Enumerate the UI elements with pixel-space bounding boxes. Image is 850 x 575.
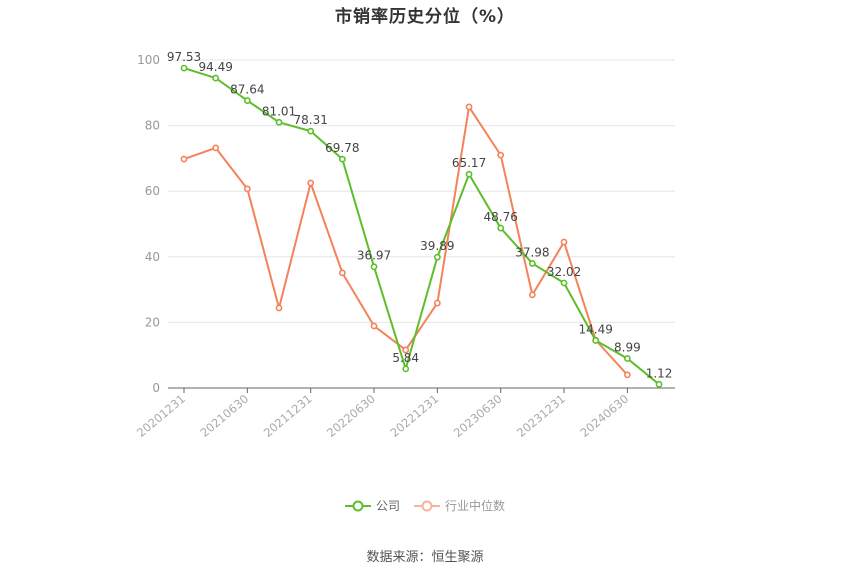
legend-item-company[interactable]: 公司 (344, 497, 400, 514)
x-tick-label: 20230630 (451, 392, 505, 440)
data-label: 8.99 (614, 341, 641, 355)
industry-median-point[interactable] (402, 346, 410, 354)
x-tick-label: 20210630 (197, 392, 251, 440)
y-tick-label: 20 (145, 315, 160, 329)
company-line (183, 67, 660, 386)
chart-title: 市销率历史分位（%） (334, 7, 516, 27)
company-point[interactable] (338, 155, 346, 163)
y-tick-label: 0 (152, 381, 160, 395)
data-label: 87.64 (230, 83, 264, 97)
x-tick-label: 20220630 (324, 392, 378, 440)
company-point[interactable] (243, 97, 251, 104)
company-point[interactable] (275, 118, 283, 126)
industry-median-point[interactable] (528, 291, 536, 299)
x-tick-label: 20211231 (261, 392, 315, 440)
industry-median-point[interactable] (497, 151, 505, 159)
data-label: 97.53 (167, 50, 201, 64)
company-point[interactable] (180, 64, 188, 72)
data-label: 39.89 (420, 239, 454, 253)
company-point[interactable] (497, 224, 505, 232)
legend-label-company: 公司 (375, 499, 400, 513)
data-label: 94.49 (198, 60, 232, 74)
company-point[interactable] (402, 365, 410, 373)
data-label: 36.97 (357, 249, 391, 263)
company-point[interactable] (560, 279, 568, 287)
y-tick-label: 100 (137, 53, 160, 67)
x-tick-label: 20240630 (577, 392, 631, 440)
legend-item-industry-median[interactable]: 行业中位数 (414, 497, 505, 514)
industry-median-point[interactable] (243, 185, 251, 193)
data-label: 14.49 (579, 322, 613, 336)
legend-label-industry-median: 行业中位数 (445, 499, 506, 513)
industry-median-point[interactable] (560, 238, 568, 246)
industry-median-point[interactable] (212, 144, 220, 152)
company-point[interactable] (592, 337, 600, 344)
industry-median-point[interactable] (433, 299, 441, 307)
y-tick-label: 60 (145, 184, 160, 198)
x-axis: 20201231 20210630 20211231 20220630 20221231… (134, 387, 675, 440)
industry-median-point[interactable] (370, 322, 378, 330)
industry-median-point[interactable] (180, 155, 188, 163)
series-group (180, 64, 663, 388)
y-tick-label: 80 (145, 119, 160, 133)
company-point[interactable] (623, 355, 631, 362)
x-tick-label: 20221231 (387, 392, 441, 440)
industry-median-point[interactable] (275, 304, 283, 312)
company-point[interactable] (433, 253, 441, 261)
legend-industry-line-icon (414, 500, 440, 511)
y-tick-label: 40 (145, 250, 160, 264)
company-point[interactable] (307, 127, 315, 135)
company-point[interactable] (655, 380, 663, 388)
data-label: 37.98 (515, 245, 549, 259)
x-tick-label: 20231231 (514, 392, 568, 440)
legend: 公司 行业中位数 (0, 497, 850, 514)
industry-median-point[interactable] (307, 179, 315, 187)
industry-median-point[interactable] (338, 269, 346, 277)
legend-company-line-icon (344, 500, 371, 511)
company-point[interactable] (465, 170, 473, 178)
industry-median-point[interactable] (465, 103, 473, 111)
company-point[interactable] (528, 260, 536, 267)
data-label: 32.02 (547, 265, 581, 279)
x-tick-label: 20201231 (134, 392, 188, 440)
industry-median-point[interactable] (623, 371, 631, 379)
company-point[interactable] (212, 74, 220, 82)
data-label: 81.01 (262, 104, 296, 118)
data-label: 1.12 (646, 366, 673, 380)
y-axis: 0 20 40 60 80 100 (137, 53, 160, 395)
data-label: 78.31 (294, 113, 328, 127)
data-label: 5.84 (392, 351, 419, 365)
data-label: 65.17 (452, 156, 486, 170)
data-label: 69.78 (325, 141, 359, 155)
company-point[interactable] (370, 263, 378, 271)
data-label: 48.76 (484, 210, 518, 224)
data-source: 数据来源：恒生聚源 (366, 550, 484, 565)
